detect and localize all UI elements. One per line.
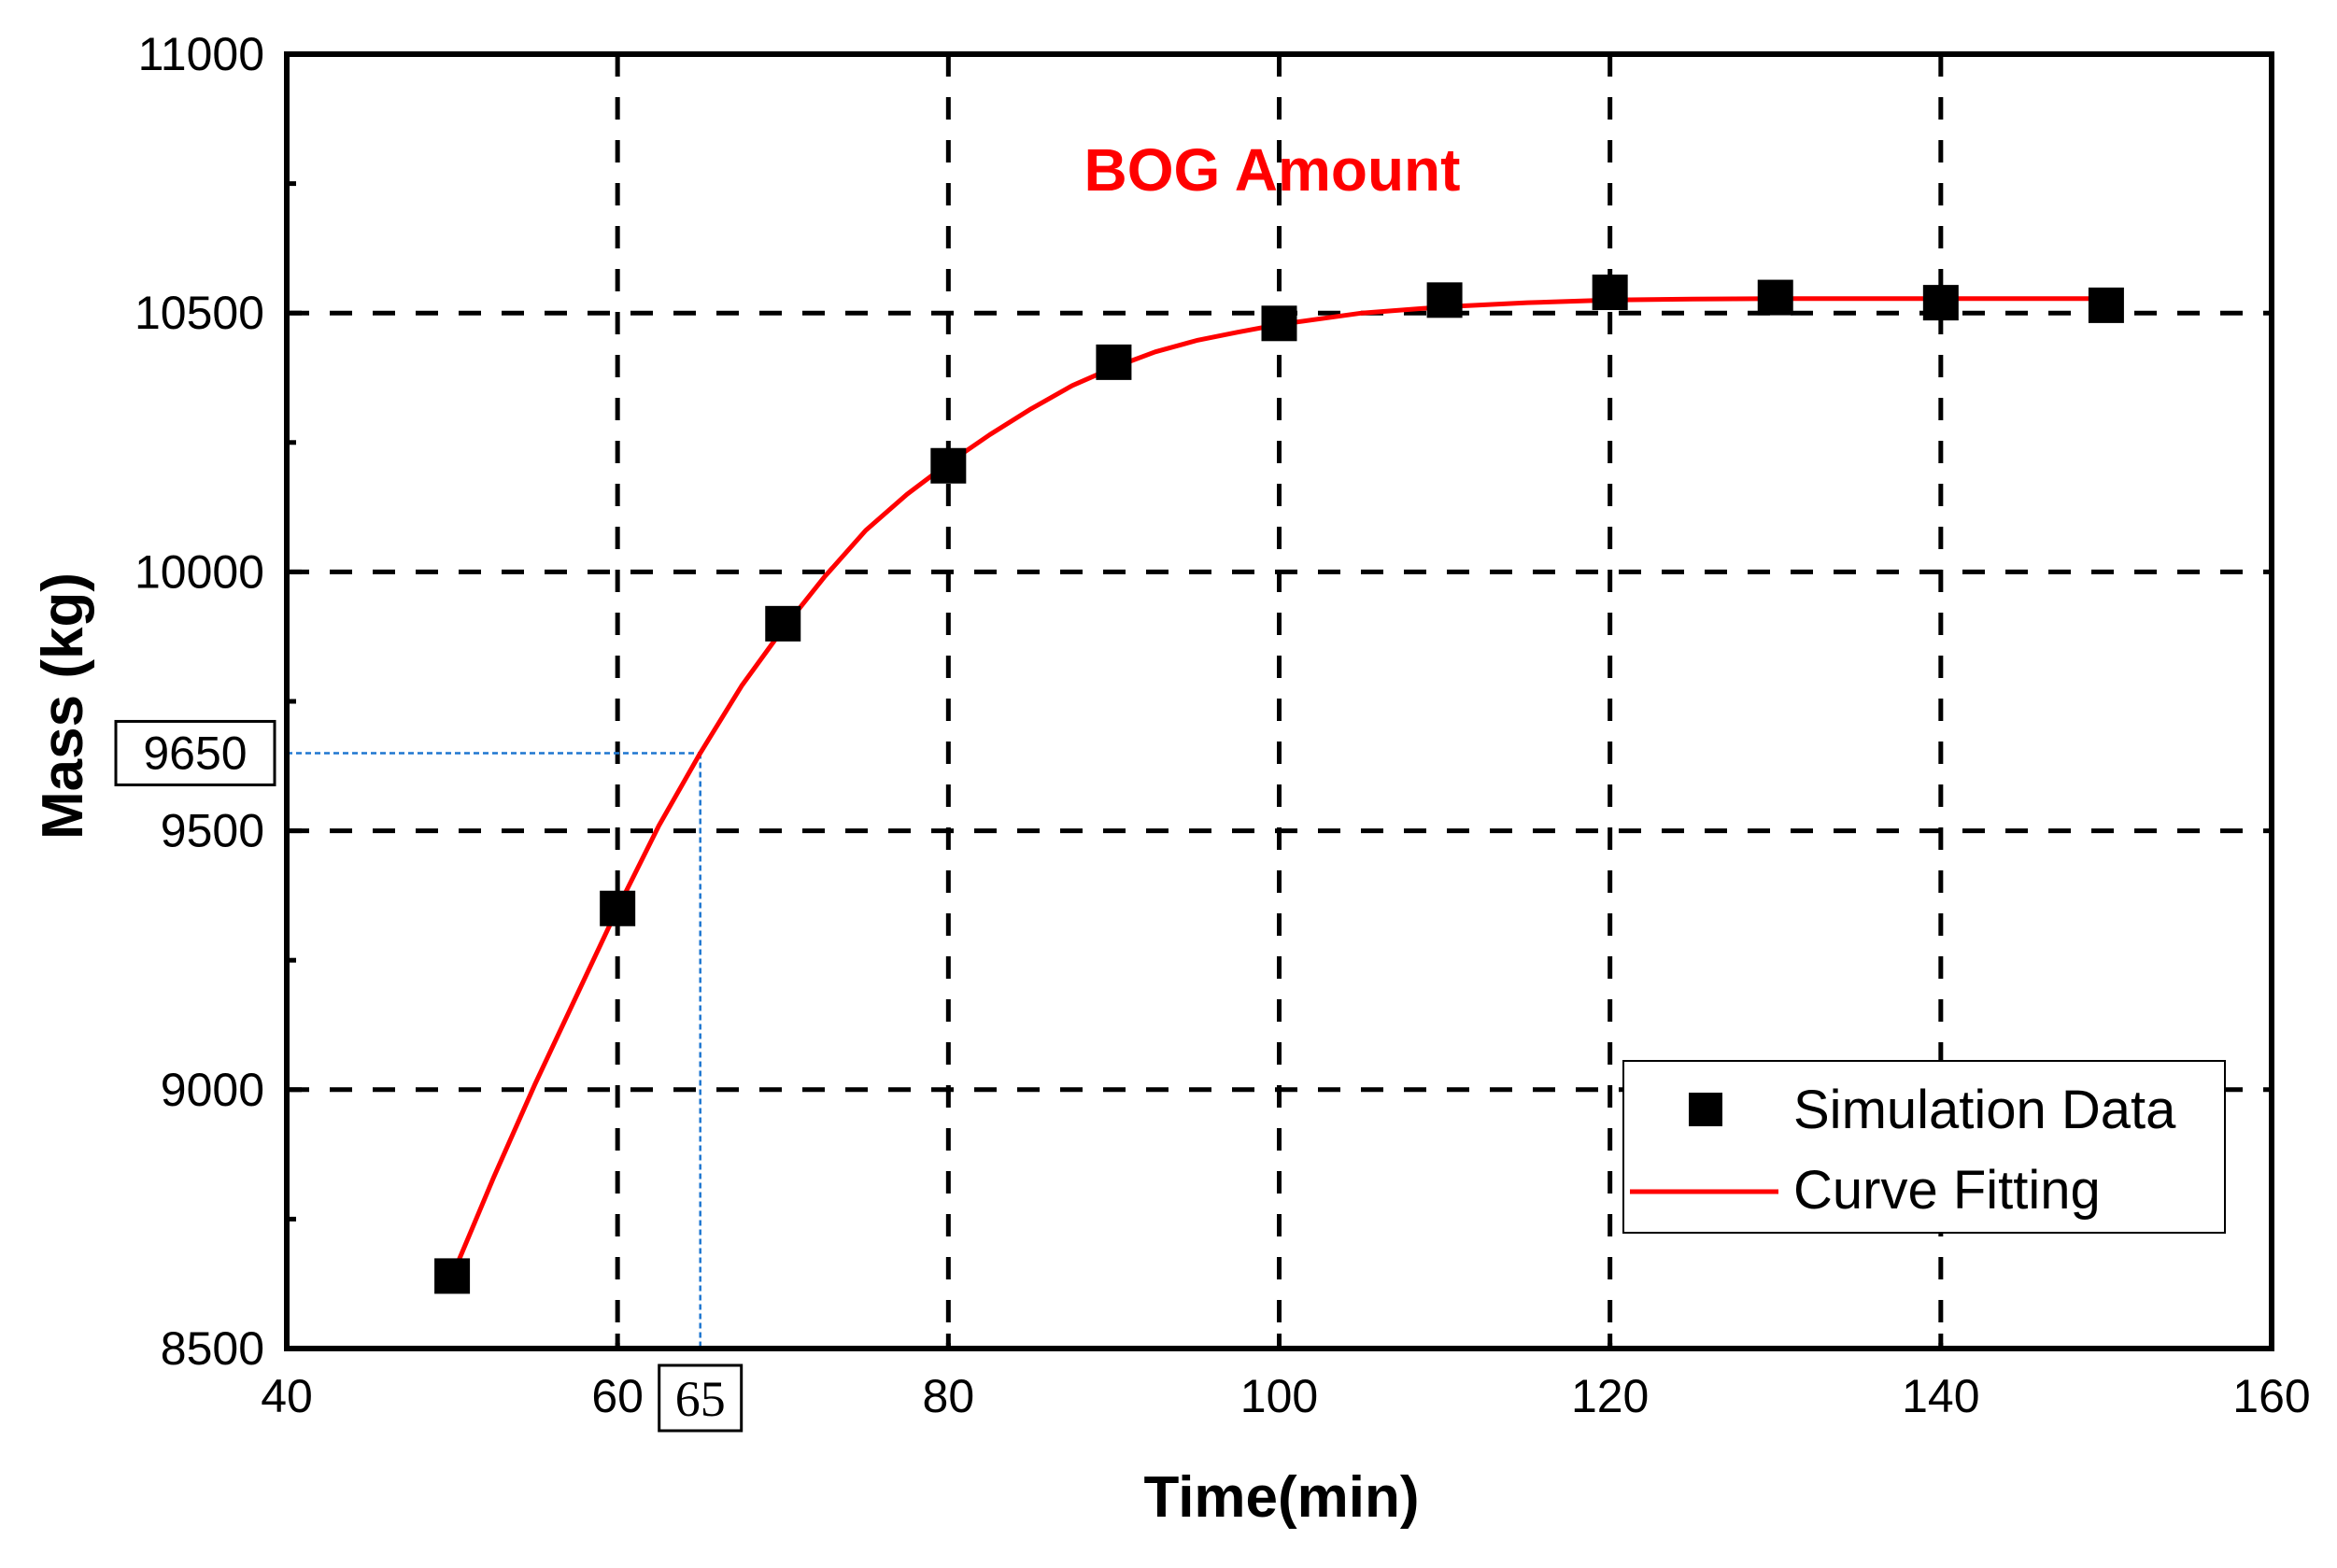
axes: [284, 51, 2274, 1351]
data-point: [930, 447, 967, 484]
legend-label-simulation-data: Simulation Data: [1793, 1080, 2176, 1140]
highlight-y-label: 9650: [143, 727, 247, 779]
y-axis-title: Mass (kg): [31, 572, 95, 840]
chart-title: BOG Amount: [1084, 136, 1461, 204]
data-point: [1757, 279, 1793, 316]
y-tick-label: 10500: [135, 287, 264, 339]
data-point: [1592, 275, 1628, 311]
y-tick-label: 11000: [138, 28, 264, 80]
data-point: [765, 605, 801, 642]
y-tick-label: 8500: [161, 1322, 264, 1375]
y-tick-label: 9500: [161, 805, 264, 857]
data-point: [1922, 285, 1959, 321]
data-point: [1096, 344, 1132, 380]
data-point: [1426, 282, 1463, 318]
x-tick-label: 140: [1902, 1370, 1979, 1422]
legend: Simulation Data Curve Fitting: [1622, 1060, 2226, 1234]
x-axis-title: Time(min): [1143, 1465, 1419, 1530]
highlight-x-label-box: [658, 1363, 744, 1433]
curve-fitting-series: [449, 296, 2109, 1278]
highlight-x-label: 65: [675, 1371, 726, 1427]
data-point: [434, 1258, 471, 1294]
x-tick-label: 160: [2232, 1370, 2310, 1422]
legend-marker-square-icon: [1689, 1093, 1722, 1126]
highlight-y-label-box: [114, 719, 276, 786]
legend-label-curve-fitting: Curve Fitting: [1793, 1160, 2101, 1221]
tick-labels: 40 60 80 100 120 140 160 8500 9000 9500 10000 10500…: [114, 28, 2311, 1433]
x-tick-label: 100: [1240, 1370, 1318, 1422]
legend-box: [1622, 1060, 2226, 1234]
x-tick-label: 40: [261, 1370, 313, 1422]
x-tick-label: 120: [1571, 1370, 1649, 1422]
highlight-guides: [287, 752, 701, 1349]
data-point: [600, 890, 636, 926]
simulation-data-series: [434, 275, 2124, 1294]
data-point: [2088, 287, 2124, 323]
x-tick-label: 80: [923, 1370, 975, 1422]
y-tick-label: 10000: [135, 545, 264, 598]
curve-fitting-line: [449, 296, 2109, 1278]
data-point: [1261, 305, 1297, 342]
y-tick-label: 9000: [161, 1064, 264, 1116]
x-tick-label: 60: [591, 1370, 644, 1422]
